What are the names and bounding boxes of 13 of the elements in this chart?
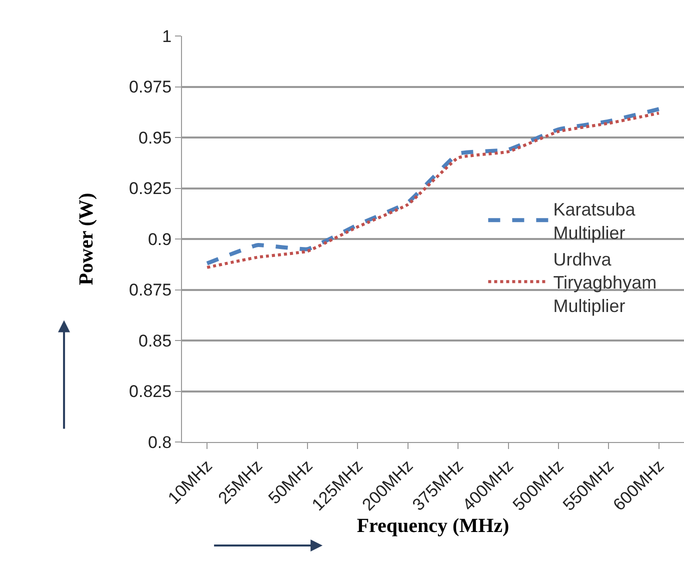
y-tick-label: 0.875 [129,280,172,300]
y-tick-label: 0.85 [138,331,172,350]
y-tick-label: 0.8 [148,432,172,452]
y-tick-label: 1 [162,26,172,46]
y-tick-label: 0.975 [129,78,172,97]
y-tick-label: 0.95 [138,128,172,148]
legend-label: Urdhva Tiryagbhyam Multiplier [553,249,657,316]
y-tick-label: 0.825 [129,382,172,402]
y-tick-label: 0.9 [148,230,172,249]
y-axis-title: Power (W) [76,192,98,286]
x-axis-title: Frequency (MHz) [356,515,510,538]
legend-label: Karatsuba Multiplier [553,200,636,243]
y-tick-label: 0.925 [129,179,172,198]
